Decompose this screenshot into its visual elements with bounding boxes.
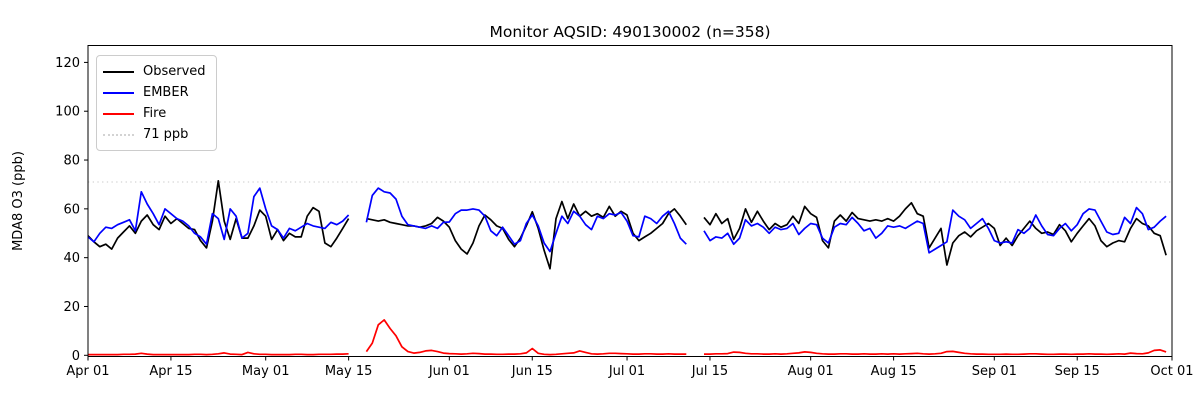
legend-item-label: Observed: [143, 63, 206, 79]
y-tick-label: 60: [63, 202, 80, 217]
legend-item: EMBER: [103, 82, 206, 103]
x-tick-label: Oct 01: [1150, 364, 1193, 379]
x-tick-label: Jun 15: [511, 364, 553, 379]
y-tick-label: 120: [55, 56, 80, 71]
legend-item: Fire: [103, 103, 206, 124]
y-tick-label: 40: [63, 251, 80, 266]
legend-line-sample: [103, 112, 134, 115]
x-tick-label: Sep 01: [972, 364, 1017, 379]
x-tick-label: Apr 15: [149, 364, 192, 379]
y-axis-label: MDA8 O3 (ppb): [11, 151, 26, 251]
x-tick-label: Aug 15: [871, 364, 917, 379]
y-tick-label: 100: [55, 105, 80, 120]
x-tick-label: May 01: [242, 364, 290, 379]
legend-line-sample: [103, 91, 134, 94]
x-tick-label: May 15: [325, 364, 373, 379]
x-tick-label: Apr 01: [66, 364, 109, 379]
x-tick-label: Aug 01: [788, 364, 834, 379]
y-tick-label: 80: [63, 154, 80, 169]
legend-item-label: 71 ppb: [143, 126, 189, 142]
legend-item: Observed: [103, 61, 206, 82]
legend-item-label: EMBER: [143, 84, 189, 100]
legend-item: 71 ppb: [103, 124, 206, 145]
legend: Observed EMBER Fire 71 ppb: [96, 55, 217, 151]
legend-line-sample: [103, 70, 134, 73]
series-line-fire: [88, 319, 1167, 356]
x-tick-label: Jun 01: [428, 364, 470, 379]
chart-title: Monitor AQSID: 490130002 (n=358): [489, 23, 770, 41]
legend-line-sample: [103, 133, 134, 136]
series-line-ember: [87, 187, 1167, 254]
legend-item-label: Fire: [143, 105, 167, 121]
y-tick-label: 20: [63, 300, 80, 315]
x-tick-label: Sep 15: [1055, 364, 1100, 379]
y-tick-label: 0: [72, 349, 80, 364]
x-tick-label: Jul 15: [691, 364, 728, 379]
x-tick-label: Jul 01: [608, 364, 645, 379]
axes-frame: [87, 45, 1173, 357]
